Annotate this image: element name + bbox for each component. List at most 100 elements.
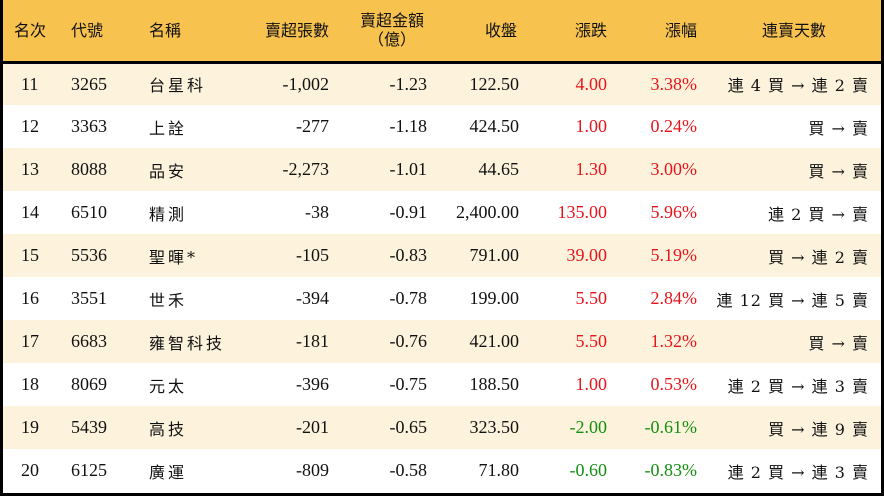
table-row: 17 6683 雍智科技 -181 -0.76 421.00 5.50 1.32… [3, 320, 881, 363]
cell-net-sell-amount: -0.65 [389, 417, 428, 437]
cell-change: -0.60 [569, 460, 608, 480]
cell-close: 791.00 [469, 245, 520, 265]
cell-rank: 18 [21, 374, 39, 394]
cell-streak: 連 4 買 → 連 2 賣 [727, 76, 869, 96]
cell-net-sell-shares: -201 [296, 417, 329, 437]
cell-name: 品安 [149, 161, 188, 181]
cell-change: 1.30 [575, 159, 608, 179]
cell-code: 3363 [71, 116, 107, 136]
cell-change-pct: 3.00% [650, 159, 698, 179]
cell-code: 6683 [71, 331, 107, 351]
header-change-pct: 漲幅 [664, 20, 697, 40]
cell-change: 5.50 [575, 288, 608, 308]
cell-close: 122.50 [469, 73, 520, 94]
cell-rank: 14 [21, 202, 39, 222]
cell-change: 39.00 [566, 245, 608, 265]
cell-code: 3265 [71, 73, 107, 94]
cell-code: 5439 [71, 417, 107, 437]
cell-change-pct: 1.32% [650, 331, 698, 351]
header-net-sell-amount-line1: 賣超金額 [359, 11, 424, 31]
cell-streak: 連 2 買 → 賣 [768, 204, 869, 224]
cell-net-sell-shares: -105 [296, 245, 329, 265]
cell-name: 高技 [149, 419, 188, 439]
header-streak: 連賣天數 [761, 20, 826, 40]
table-row: 18 8069 元太 -396 -0.75 188.50 1.00 0.53% … [3, 363, 881, 406]
cell-code: 6125 [71, 460, 107, 480]
cell-name: 聖暉* [149, 247, 199, 267]
cell-net-sell-amount: -0.58 [389, 460, 428, 480]
cell-change-pct: 3.38% [650, 73, 698, 94]
cell-close: 44.65 [478, 159, 520, 179]
table-row: 13 8088 品安 -2,273 -1.01 44.65 1.30 3.00%… [3, 148, 881, 191]
cell-net-sell-amount: -0.91 [389, 202, 428, 222]
cell-rank: 20 [21, 460, 39, 480]
header-close: 收盤 [484, 20, 517, 40]
cell-change-pct: 5.19% [650, 245, 698, 265]
cell-name: 上詮 [149, 118, 188, 138]
cell-net-sell-amount: -1.01 [389, 159, 428, 179]
cell-change-pct: 2.84% [650, 288, 698, 308]
cell-rank: 17 [21, 331, 39, 351]
cell-code: 8069 [71, 374, 107, 394]
cell-change: 1.00 [575, 374, 608, 394]
header-change: 漲跌 [574, 20, 607, 40]
table-row: 15 5536 聖暉* -105 -0.83 791.00 39.00 5.19… [3, 234, 881, 277]
cell-name: 世禾 [149, 290, 188, 310]
cell-name: 精測 [149, 204, 188, 224]
cell-rank: 19 [21, 417, 39, 437]
table-row: 20 6125 廣運 -809 -0.58 71.80 -0.60 -0.83%… [3, 449, 881, 492]
cell-close: 188.50 [469, 374, 520, 394]
table-row: 11 3265 台星科 -1,002 -1.23 122.50 4.00 3.3… [3, 62, 881, 105]
cell-net-sell-amount: -0.83 [389, 245, 428, 265]
cell-net-sell-shares: -396 [296, 374, 329, 394]
cell-change: -2.00 [569, 417, 608, 437]
cell-code: 3551 [71, 288, 107, 308]
cell-change-pct: 0.53% [650, 374, 698, 394]
cell-net-sell-shares: -181 [296, 331, 329, 351]
header-net-sell-amount: 賣超金額 （億） [329, 0, 427, 62]
cell-rank: 12 [21, 116, 39, 136]
cell-close: 199.00 [469, 288, 520, 308]
cell-rank: 11 [21, 73, 39, 94]
cell-change-pct: -0.61% [644, 417, 698, 437]
table-row: 12 3363 上詮 -277 -1.18 424.50 1.00 0.24% … [3, 105, 881, 148]
cell-code: 8088 [71, 159, 107, 179]
cell-rank: 15 [21, 245, 39, 265]
cell-close: 2,400.00 [456, 202, 519, 222]
cell-streak: 買 → 賣 [808, 118, 869, 138]
header-name: 名稱 [149, 20, 182, 40]
cell-rank: 16 [21, 288, 39, 308]
cell-streak: 連 2 買 → 連 3 賣 [727, 462, 869, 482]
cell-streak: 買 → 賣 [808, 161, 869, 181]
table-row: 16 3551 世禾 -394 -0.78 199.00 5.50 2.84% … [3, 277, 881, 320]
cell-streak: 買 → 連 2 賣 [768, 247, 869, 267]
cell-change-pct: 5.96% [650, 202, 698, 222]
cell-net-sell-amount: -0.75 [389, 374, 428, 394]
cell-net-sell-shares: -1,002 [282, 73, 330, 94]
cell-net-sell-amount: -0.78 [389, 288, 428, 308]
cell-streak: 買 → 賣 [808, 333, 869, 353]
cell-name: 元太 [149, 376, 188, 396]
cell-close: 323.50 [469, 417, 520, 437]
header-rank: 名次 [14, 20, 47, 40]
cell-code: 6510 [71, 202, 107, 222]
cell-net-sell-amount: -1.23 [389, 73, 428, 94]
cell-name: 廣運 [149, 462, 188, 482]
cell-close: 71.80 [478, 460, 520, 480]
header-net-sell-amount-line2: （億） [367, 30, 416, 50]
cell-change-pct: -0.83% [644, 460, 698, 480]
cell-streak: 連 12 買 → 連 5 賣 [716, 290, 869, 310]
cell-code: 5536 [71, 245, 107, 265]
cell-name: 台星科 [149, 76, 207, 96]
table-row: 19 5439 高技 -201 -0.65 323.50 -2.00 -0.61… [3, 406, 881, 449]
header-net-sell-shares: 賣超張數 [264, 20, 329, 40]
cell-name: 雍智科技 [149, 333, 226, 353]
table-header-row: 名次 代號 名稱 賣超張數 賣超金額 （億） 收盤 漲跌 漲幅 連賣天數 [3, 0, 881, 62]
cell-net-sell-shares: -38 [305, 202, 329, 222]
cell-close: 424.50 [469, 116, 520, 136]
cell-change: 135.00 [557, 202, 608, 222]
cell-streak: 連 2 買 → 連 3 賣 [727, 376, 869, 396]
cell-net-sell-amount: -1.18 [389, 116, 428, 136]
cell-net-sell-shares: -277 [296, 116, 329, 136]
